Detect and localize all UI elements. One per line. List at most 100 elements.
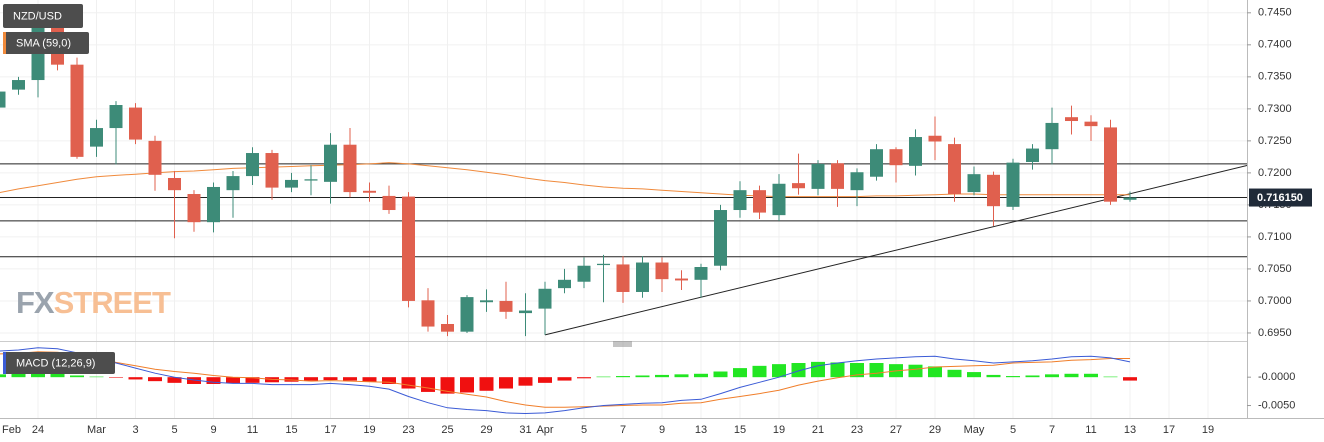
histogram-bar	[655, 374, 669, 378]
histogram-bar	[50, 373, 65, 378]
histogram-bar	[1123, 377, 1137, 381]
watermark-part: STREET	[54, 285, 171, 320]
watermark-part: FX	[16, 285, 55, 320]
x-tick-label: 23	[851, 424, 863, 436]
histogram-bar	[1064, 373, 1079, 378]
histogram-bar	[1045, 374, 1059, 378]
x-tick-label: 17	[324, 424, 336, 436]
x-tick-label: 5	[171, 424, 177, 436]
candle-body	[304, 179, 318, 181]
candle-body	[480, 300, 493, 303]
candle-body	[148, 140, 162, 175]
candle-body	[753, 190, 766, 213]
candle-body	[421, 300, 435, 327]
candle-body	[168, 178, 181, 191]
candle-body	[694, 267, 708, 280]
candle-body	[850, 172, 864, 191]
candle-body	[1006, 162, 1020, 207]
x-tick-label: 7	[620, 424, 626, 436]
histogram-bar	[967, 372, 981, 378]
legend-box[interactable]	[3, 32, 89, 54]
x-tick-label: 11	[1085, 424, 1096, 436]
legend: NZD/USD SMA (59,0) MACD (12,26,9)	[3, 4, 115, 374]
y-tick-label: 0.7250	[1258, 135, 1292, 147]
histogram-bar	[167, 377, 182, 383]
legend-symbol: NZD/USD	[13, 10, 62, 22]
y-tick-label: 0.7100	[1258, 231, 1292, 243]
candle-body	[1045, 122, 1059, 150]
histogram-bar	[499, 377, 513, 389]
x-tick-label: 19	[1202, 424, 1214, 436]
x-tick-label: 19	[773, 424, 785, 436]
panel-resize-handle[interactable]	[613, 341, 632, 347]
candle-body	[519, 310, 532, 314]
candle-body	[714, 210, 727, 266]
candle-body	[90, 128, 103, 147]
candle-body	[207, 186, 220, 223]
legend-macd: MACD (12,26,9)	[16, 357, 95, 369]
histogram-bar	[1103, 376, 1118, 378]
histogram-bar	[109, 377, 123, 378]
candle-body	[1084, 121, 1098, 127]
candle-body	[733, 190, 747, 211]
histogram-bar	[772, 364, 786, 378]
x-tick-label: 9	[659, 424, 665, 436]
y-tick-label: -0.0000	[1258, 371, 1295, 383]
histogram-bar	[577, 377, 591, 379]
candle-body	[538, 288, 552, 309]
histogram-bar	[206, 377, 221, 384]
candle-body	[441, 323, 454, 332]
histogram-bar	[401, 377, 416, 389]
histogram-bar	[947, 369, 962, 378]
histogram-bar	[148, 377, 162, 382]
candle-body	[1104, 127, 1117, 202]
x-tick-label: 23	[402, 424, 414, 436]
candle-body	[831, 163, 844, 189]
histogram-bar	[1025, 375, 1040, 378]
candle-body	[0, 91, 6, 108]
histogram-bar	[733, 368, 747, 378]
legend-box[interactable]	[3, 352, 115, 374]
histogram-bar	[752, 365, 767, 378]
legend-box[interactable]	[3, 4, 83, 28]
x-tick-label: 11	[247, 424, 258, 436]
candle-body	[499, 300, 513, 312]
candle-body	[558, 279, 571, 289]
x-tick-label: 3	[132, 424, 138, 436]
histogram-bar	[869, 363, 884, 378]
candle-body	[1123, 197, 1137, 200]
watermark: FXSTREET	[16, 285, 171, 320]
candle-body	[987, 174, 1000, 207]
candle-body	[967, 174, 981, 193]
candle-body	[1065, 117, 1078, 122]
histogram-bar	[713, 371, 728, 378]
candle-body	[343, 144, 357, 193]
histogram-bar	[11, 373, 26, 378]
legend-sma: SMA (59,0)	[16, 37, 71, 49]
histogram-bar	[343, 377, 357, 381]
y-tick-label: 0.7300	[1258, 103, 1292, 115]
histogram-bar	[128, 377, 143, 380]
x-tick-label: May	[964, 424, 985, 436]
candle-body	[597, 263, 610, 266]
x-tick-label: 5	[581, 424, 587, 436]
y-tick-label: -0.0050	[1258, 399, 1295, 411]
y-tick-label: 0.7050	[1258, 263, 1292, 275]
histogram-bar	[479, 377, 494, 391]
y-tick-label: 0.6950	[1258, 327, 1292, 339]
signal-line	[0, 351, 1130, 408]
last-price-label: 0.716150	[1257, 192, 1303, 204]
candle-body	[129, 107, 142, 140]
x-tick-label: 29	[480, 424, 492, 436]
y-tick-label: 0.7400	[1258, 39, 1292, 51]
legend-swatch	[3, 32, 6, 54]
histogram-bar	[635, 375, 650, 378]
candle-body	[12, 80, 25, 90]
x-tick-label: 29	[929, 424, 941, 436]
histogram-bar	[694, 373, 708, 378]
candle-body	[1026, 148, 1039, 162]
histogram-bar	[460, 377, 474, 393]
x-tick-label: 15	[734, 424, 746, 436]
histogram-bar	[616, 376, 630, 378]
